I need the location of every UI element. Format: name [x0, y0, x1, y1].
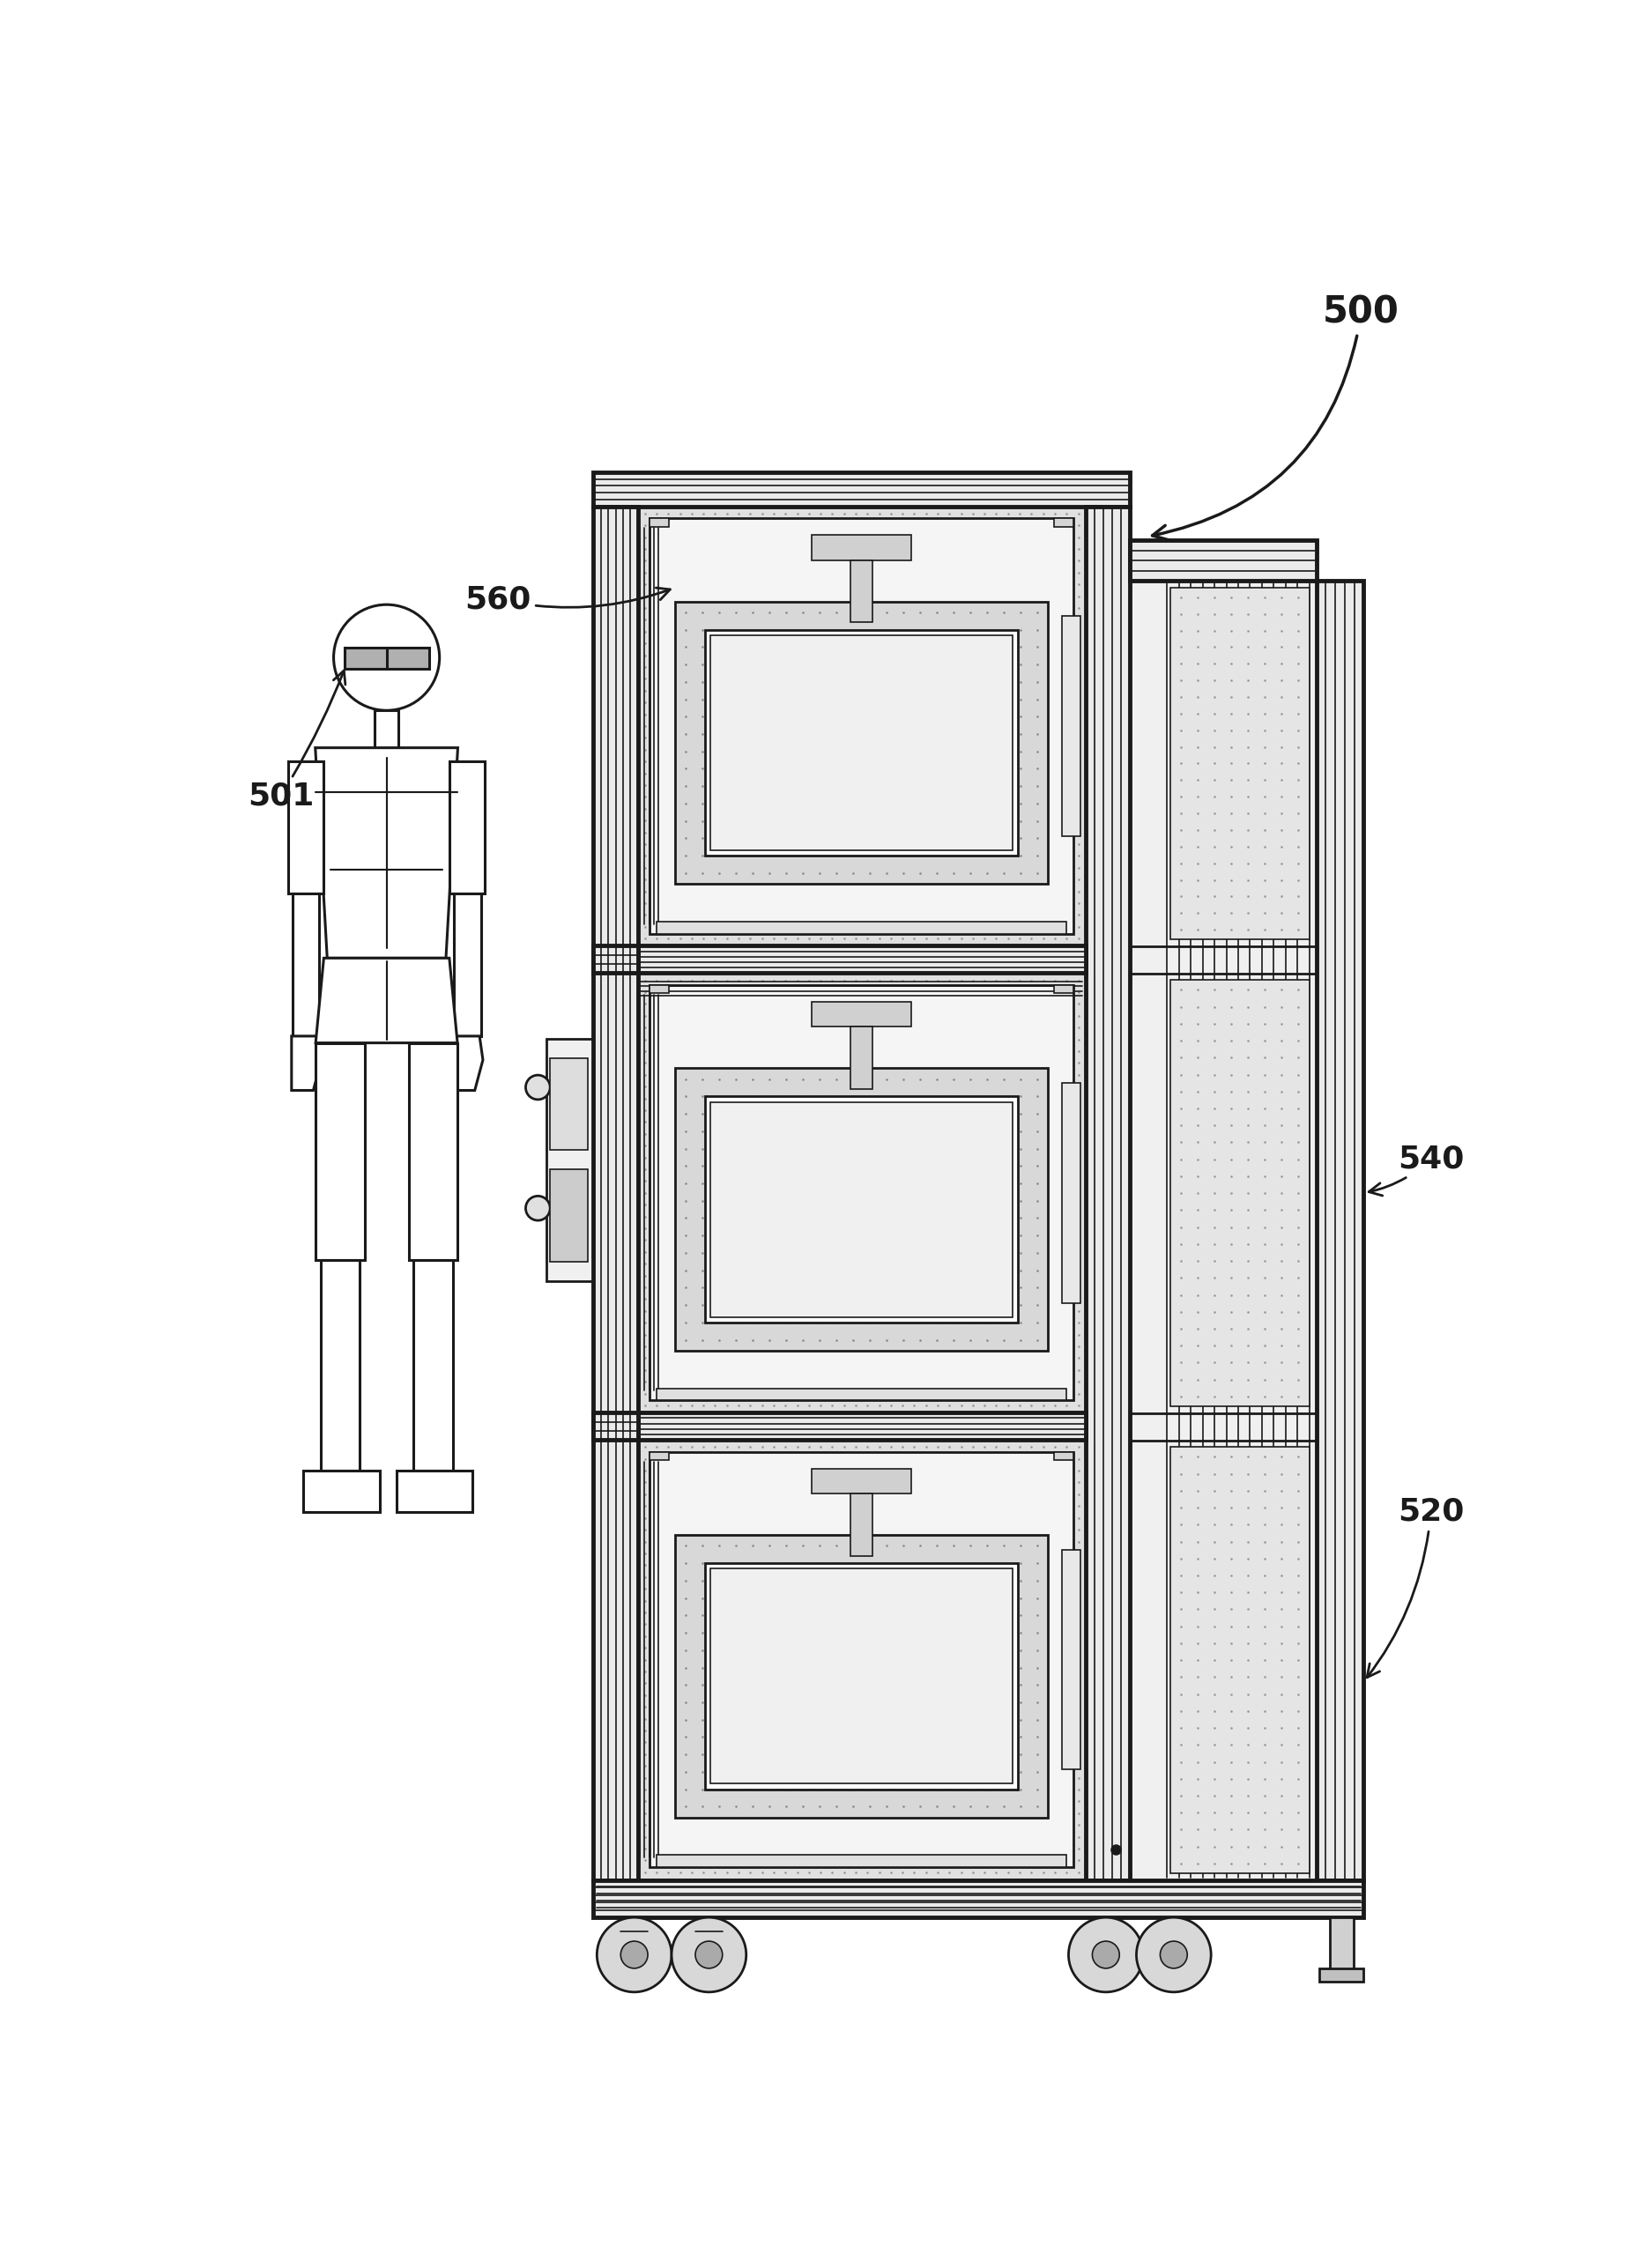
Bar — [593, 946, 638, 973]
Circle shape — [526, 1075, 550, 1100]
Bar — [656, 921, 1066, 934]
Bar — [638, 506, 1086, 946]
Circle shape — [1093, 1941, 1119, 1969]
Bar — [374, 710, 399, 748]
Bar — [649, 519, 1073, 934]
Bar — [1055, 984, 1073, 993]
Bar — [710, 1569, 1012, 1783]
Bar — [1330, 1916, 1353, 1978]
Polygon shape — [315, 748, 458, 957]
Bar — [1061, 617, 1081, 837]
Bar — [705, 1095, 1018, 1322]
Bar — [1055, 519, 1073, 526]
Bar — [676, 1068, 1048, 1352]
Bar — [593, 1880, 1365, 1916]
Bar — [850, 560, 872, 621]
Bar — [705, 1563, 1018, 1789]
Bar — [710, 635, 1012, 850]
Bar — [1320, 1969, 1365, 1982]
Bar — [593, 1413, 638, 1440]
Text: 501: 501 — [247, 671, 346, 812]
Circle shape — [333, 606, 440, 710]
Bar — [1129, 540, 1317, 581]
Bar — [1170, 587, 1310, 939]
Bar — [1317, 581, 1365, 1880]
Bar — [811, 1470, 911, 1495]
Bar — [550, 1170, 588, 1261]
Circle shape — [1137, 1916, 1211, 1991]
Circle shape — [695, 1941, 722, 1969]
Text: 540: 540 — [1369, 1143, 1463, 1195]
Bar — [1170, 980, 1310, 1406]
Bar — [593, 506, 638, 1880]
Circle shape — [1160, 1941, 1187, 1969]
Bar — [676, 601, 1048, 885]
Text: 560: 560 — [465, 585, 671, 615]
Bar — [409, 1043, 458, 1261]
Bar — [638, 1413, 1086, 1440]
Bar — [320, 1261, 359, 1470]
Bar — [710, 1102, 1012, 1318]
Bar — [649, 1452, 1073, 1867]
Bar — [550, 1059, 588, 1150]
Bar — [397, 1470, 473, 1513]
Bar — [545, 1039, 592, 1281]
Bar — [649, 519, 669, 526]
Bar — [1061, 1549, 1081, 1769]
Bar — [811, 1002, 911, 1027]
Bar — [1170, 1447, 1310, 1873]
Circle shape — [526, 1195, 550, 1220]
Circle shape — [1068, 1916, 1144, 1991]
Polygon shape — [316, 957, 458, 1043]
Bar — [649, 1452, 669, 1461]
Bar — [593, 472, 1129, 506]
Bar — [1086, 506, 1129, 1880]
Bar — [344, 646, 428, 669]
Text: 520: 520 — [1366, 1497, 1463, 1678]
Bar — [303, 1470, 379, 1513]
Bar — [1055, 1452, 1073, 1461]
Polygon shape — [453, 1036, 483, 1091]
Bar — [1061, 1082, 1081, 1302]
Bar — [638, 946, 1086, 973]
Bar — [705, 631, 1018, 855]
Circle shape — [621, 1941, 648, 1969]
Circle shape — [672, 1916, 747, 1991]
Bar — [676, 1535, 1048, 1817]
Polygon shape — [292, 1036, 321, 1091]
Bar — [1129, 581, 1317, 1880]
Bar — [811, 535, 911, 560]
Bar — [288, 762, 323, 894]
Bar — [414, 1261, 453, 1470]
Bar — [850, 1027, 872, 1089]
Bar — [453, 894, 481, 1036]
Bar — [649, 984, 669, 993]
Text: 500: 500 — [1152, 295, 1399, 540]
Bar — [638, 1440, 1086, 1880]
Bar — [656, 1388, 1066, 1399]
Bar — [649, 984, 1073, 1399]
Bar — [638, 973, 1086, 1413]
Bar — [850, 1495, 872, 1556]
Circle shape — [597, 1916, 672, 1991]
Bar — [316, 1043, 364, 1261]
Bar — [656, 1855, 1066, 1867]
Bar — [450, 762, 485, 894]
Bar — [292, 894, 320, 1036]
